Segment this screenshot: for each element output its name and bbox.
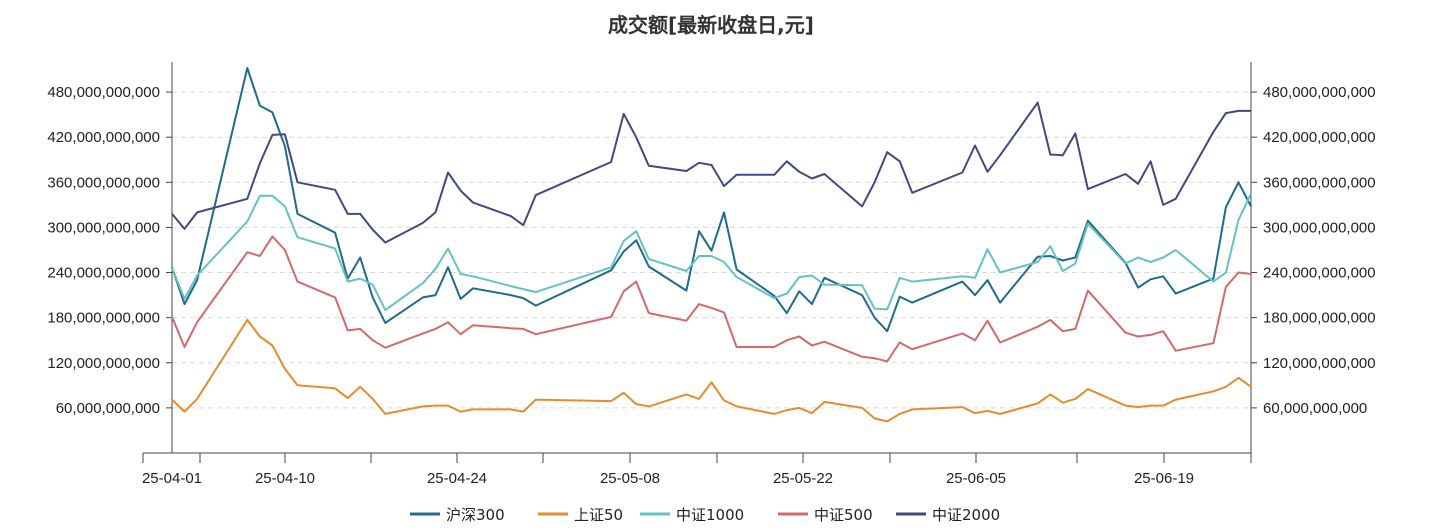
y-tick-label-left: 300,000,000,000 — [47, 219, 160, 236]
y-tick-label-right: 480,000,000,000 — [1263, 84, 1376, 101]
x-tick-label: 25-05-22 — [773, 470, 833, 487]
y-tick-label-right: 360,000,000,000 — [1263, 174, 1376, 191]
legend-label: 中证1000 — [676, 506, 744, 524]
y-tick-label-left: 240,000,000,000 — [47, 265, 160, 282]
axes: 60,000,000,000 60,000,000,000 120,000,000,… — [47, 62, 1376, 487]
x-tick-label: 25-05-08 — [600, 470, 660, 487]
series-lines — [171, 67, 1252, 423]
y-tick-label-right: 180,000,000,000 — [1263, 310, 1376, 327]
x-tick-label: 25-04-01 — [142, 470, 202, 487]
series-line-2 — [171, 193, 1252, 312]
y-tick-label-right: 60,000,000,000 — [1263, 400, 1367, 417]
y-tick-label-right: 120,000,000,000 — [1263, 355, 1376, 372]
series-line-4 — [171, 101, 1251, 244]
y-tick-label-left: 180,000,000,000 — [47, 310, 160, 327]
y-tick-label-right: 240,000,000,000 — [1263, 265, 1376, 282]
y-tick-label-left: 120,000,000,000 — [47, 355, 160, 372]
y-tick-label-left: 60,000,000,000 — [56, 400, 160, 417]
series-line-1 — [171, 318, 1252, 423]
chart-title: 成交额[最新收盘日,元] — [608, 13, 814, 37]
series-line-3 — [171, 235, 1252, 363]
legend-label: 上证50 — [574, 506, 623, 524]
legend-label: 沪深300 — [446, 506, 505, 524]
x-tick-label: 25-06-05 — [946, 470, 1006, 487]
y-tick-label-right: 300,000,000,000 — [1263, 219, 1376, 236]
x-tick-label: 25-04-10 — [255, 470, 315, 487]
y-tick-label-left: 420,000,000,000 — [47, 129, 160, 146]
legend: 沪深300 上证50 中证1000 中证500 中证2000 — [410, 506, 1000, 524]
x-tick-label: 25-04-24 — [427, 470, 487, 487]
x-tick-label: 25-06-19 — [1134, 470, 1194, 487]
legend-label: 中证500 — [814, 506, 873, 524]
series-line-0 — [171, 67, 1252, 333]
legend-label: 中证2000 — [932, 506, 1000, 524]
y-tick-label-right: 420,000,000,000 — [1263, 129, 1376, 146]
y-tick-label-left: 360,000,000,000 — [47, 174, 160, 191]
y-tick-label-left: 480,000,000,000 — [47, 84, 160, 101]
